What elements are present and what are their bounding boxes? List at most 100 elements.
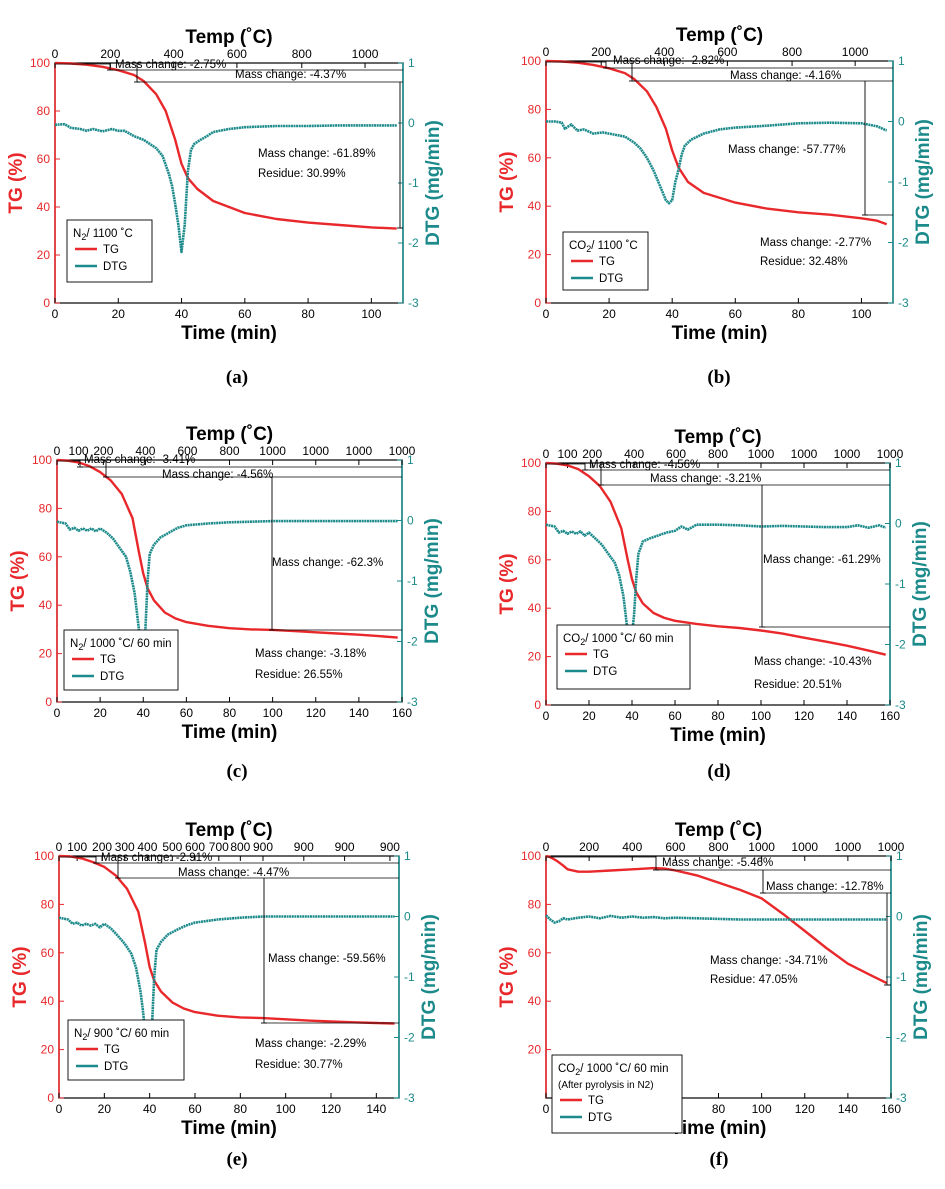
x-tick-label: 160	[880, 709, 900, 723]
tg-axis-title: TG (%)	[497, 553, 518, 614]
dtg-tick-label: -3	[895, 698, 906, 712]
legend: N2/ 900 ˚C/ 60 min TG DTG	[67, 1019, 185, 1081]
tg-tick-label: 0	[45, 695, 52, 709]
temp-tick-label: 400	[137, 840, 157, 854]
x-tick-label: 160	[392, 706, 412, 720]
dtg-tick-label: 1	[895, 456, 902, 470]
dtg-tick-label: 1	[896, 849, 903, 863]
annotation-text: Mass change: -3.18%	[255, 648, 366, 660]
dtg-tick-label: -3	[404, 1091, 415, 1105]
tg-axis-title: TG (%)	[10, 946, 31, 1007]
x-tick-label: 60	[188, 1102, 202, 1116]
annotation-text: Residue: 47.05%	[710, 974, 798, 986]
dtg-axis-title: DTG (mg/min)	[911, 914, 932, 1040]
tg-tick-label: 60	[528, 946, 542, 960]
x-tick-label: 80	[712, 1102, 726, 1116]
legend: CO2/ 1000 ˚C/ 60 min TG DTG	[556, 624, 691, 690]
temp-tick-label: 1000	[748, 840, 775, 854]
legend-title: N2/ 1000 ˚C/ 60 min	[70, 638, 172, 652]
annotation-text: Mass change: -3.21%	[650, 473, 761, 485]
chart-panel-3: 0 20 40 60 80 100 120 140 160 0 100 200 400 600 800 100…	[0, 395, 472, 790]
legend-label-dtg: DTG	[593, 666, 617, 678]
temp-tick-label: 1000	[834, 447, 861, 461]
temp-tick-label: 1000	[748, 447, 775, 461]
tg-tick-label: 80	[41, 897, 55, 911]
dtg-tick-label: 0	[407, 514, 414, 528]
temp-tick-label: 600	[185, 840, 205, 854]
time-axis-title: Time (min)	[181, 323, 277, 344]
x-tick-label: 20	[112, 307, 126, 321]
tg-series-line	[545, 59, 888, 226]
temp-tick-label: 100	[67, 840, 87, 854]
temp-tick-label: 800	[782, 45, 802, 59]
dtg-tick-label: 0	[895, 517, 902, 531]
tg-tick-label: 0	[534, 296, 541, 310]
legend-subtitle: (After pyrolysis in N2)	[558, 1080, 654, 1091]
x-tick-label: 20	[602, 307, 616, 321]
time-axis-title: Time (min)	[672, 323, 768, 344]
annotation-text: Mass change: -4.47%	[178, 867, 289, 879]
dtg-tick-label: -1	[898, 175, 909, 189]
x-tick-label: 0	[56, 1102, 63, 1116]
temp-tick-label: 1000	[791, 840, 818, 854]
tg-tick-label: 60	[39, 550, 53, 564]
tg-tick-label: 20	[41, 1043, 55, 1057]
time-axis-title: Time (min)	[670, 725, 766, 746]
annotation-text: Mass change: -61.89%	[258, 148, 376, 160]
dtg-tick-label: 1	[407, 453, 414, 467]
annotation-text: Residue: 30.99%	[258, 168, 346, 180]
dtg-tick-label: 0	[408, 116, 415, 130]
annotation-text: Mass change: -4.56%	[162, 469, 273, 481]
temp-axis-title: Temp (˚C)	[185, 820, 272, 841]
annotation-text: Mass change: -34.71%	[710, 955, 828, 967]
temp-tick-label: 600	[177, 444, 197, 458]
x-tick-label: 100	[361, 307, 381, 321]
dtg-tick-label: -1	[407, 574, 418, 588]
x-tick-label: 20	[93, 706, 107, 720]
dtg-series-line	[54, 122, 397, 254]
tg-tick-label: 40	[37, 200, 51, 214]
x-tick-label: 60	[180, 706, 194, 720]
dtg-tick-label: -2	[404, 1031, 415, 1045]
annotation-text: Mass change: -2.82%	[613, 55, 724, 67]
x-tick-label: 80	[234, 1102, 248, 1116]
x-tick-label: 80	[792, 307, 806, 321]
temp-tick-label: 900	[253, 840, 273, 854]
x-tick-label: 80	[223, 706, 237, 720]
chart-panel-6: 0204060801001201401600200400600800100010…	[472, 790, 945, 1184]
tg-tick-label: 20	[37, 248, 51, 262]
temp-tick-label: 100	[69, 444, 89, 458]
chart-panel-2: 0 20 40 60 80 100 0 200 400 600 800 1000 0 20 40 60 80 10…	[472, 0, 945, 395]
tg-tick-label: 0	[534, 698, 541, 712]
annotation-guides	[546, 61, 893, 216]
dtg-tick-label: 1	[404, 849, 411, 863]
x-tick-label: 120	[306, 706, 326, 720]
legend-box	[551, 1054, 683, 1134]
tg-series-line	[545, 854, 888, 985]
dtg-axis-title: DTG (mg/min)	[419, 914, 440, 1040]
temp-tick-label: 800	[708, 447, 728, 461]
temp-tick-label: 600	[665, 840, 685, 854]
dtg-axis-title: DTG (mg/min)	[913, 119, 934, 245]
legend-label-dtg: DTG	[104, 1061, 128, 1073]
temp-tick-label: 400	[164, 47, 184, 61]
x-tick-label: 20	[98, 1102, 112, 1116]
dtg-tick-label: -2	[895, 638, 906, 652]
temp-tick-label: 0	[543, 45, 550, 59]
x-tick-label: 120	[795, 1102, 815, 1116]
annotation-text: Mass change: -4.56%	[589, 459, 700, 471]
legend-label-dtg: DTG	[599, 273, 623, 285]
temp-tick-label: 200	[582, 447, 602, 461]
legend-title: N2/ 1100 ˚C	[73, 228, 133, 242]
tg-tick-label: 100	[30, 56, 50, 70]
panel-label: (a)	[226, 367, 248, 388]
x-tick-label: 100	[851, 307, 871, 321]
temp-tick-label: 1000	[842, 45, 869, 59]
tg-tick-label: 100	[521, 456, 541, 470]
tg-tick-label: 0	[43, 296, 50, 310]
panel-label: (f)	[710, 1149, 729, 1170]
x-tick-label: 120	[321, 1102, 341, 1116]
legend: CO2/ 1000 ˚C/ 60 min (After pyrolysis in …	[551, 1054, 683, 1134]
tg-tick-label: 80	[528, 897, 542, 911]
